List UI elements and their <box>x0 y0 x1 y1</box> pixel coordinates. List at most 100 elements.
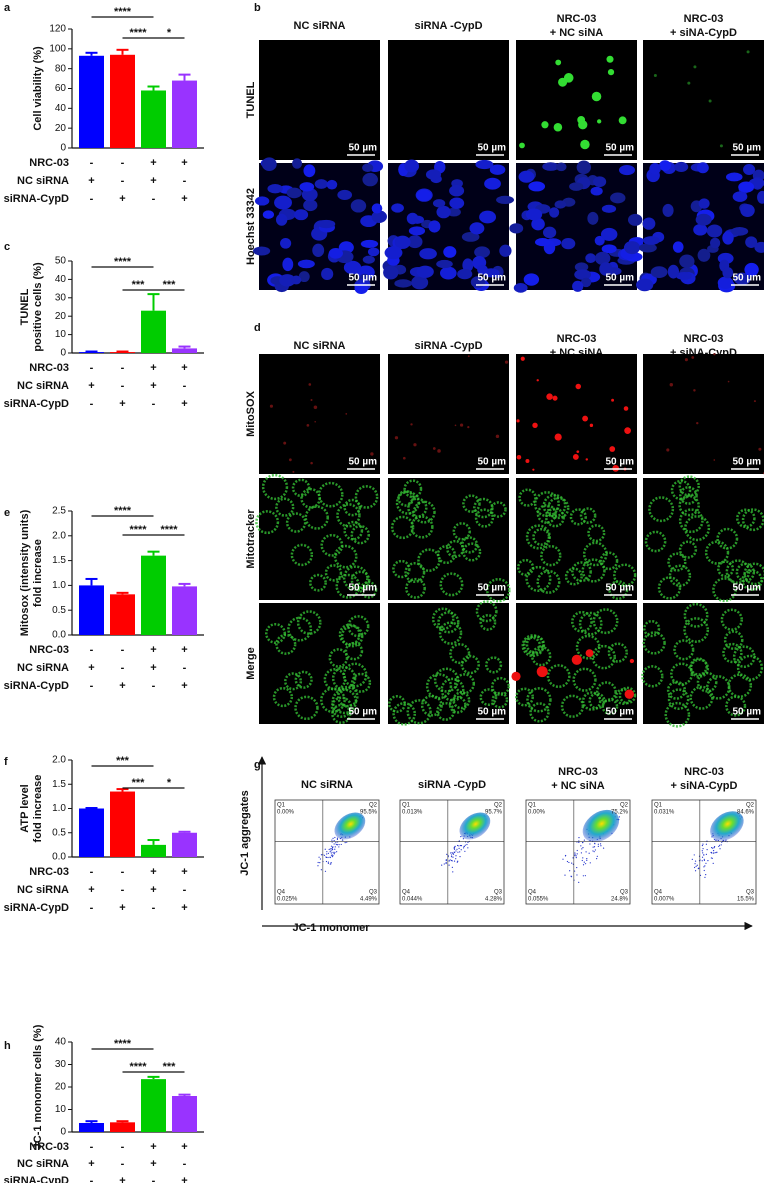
condition-sign: + <box>181 866 187 878</box>
mito-cell <box>667 688 690 711</box>
event-dot <box>334 836 336 839</box>
row-label: Mitotracker <box>245 509 257 569</box>
nucleus <box>303 164 316 178</box>
event-dot <box>594 849 596 851</box>
y-tick-label: 40 <box>55 1037 67 1048</box>
event-dot <box>338 846 340 848</box>
nucleus <box>698 198 710 209</box>
mito-cell <box>475 600 498 623</box>
stain-spot <box>310 461 313 465</box>
event-dot <box>455 858 457 860</box>
event-dot <box>582 857 584 859</box>
nucleus <box>274 195 292 210</box>
condition-sign: + <box>181 398 187 410</box>
stain-spot <box>370 452 374 456</box>
nucleus <box>484 177 501 190</box>
event-dot <box>336 838 339 841</box>
event-dot <box>327 852 329 855</box>
event-dot <box>331 856 333 858</box>
event-dot <box>582 847 584 849</box>
event-dot <box>568 861 570 864</box>
condition-sign: + <box>150 662 156 674</box>
event-dot <box>324 870 327 872</box>
stain-spot <box>727 380 730 383</box>
nucleus <box>572 280 584 292</box>
event-dot <box>445 859 447 861</box>
stain-spot <box>454 424 457 427</box>
condition-sign: + <box>119 398 125 410</box>
micrograph <box>511 603 637 724</box>
condition-sign: + <box>181 902 187 914</box>
event-dot <box>589 843 591 845</box>
mito-cell <box>546 664 571 689</box>
mito-cell <box>526 687 552 713</box>
event-dot <box>332 855 334 857</box>
event-dot <box>335 842 337 844</box>
quadrant-name: Q1 <box>654 803 663 809</box>
column-header: siRNA -CypD <box>418 779 486 791</box>
nucleus <box>419 248 437 260</box>
nucleus <box>732 191 748 202</box>
bar <box>110 352 135 353</box>
event-dot <box>338 844 340 846</box>
mito-cell <box>736 508 756 529</box>
quadrant-value: 15.5% <box>737 897 755 903</box>
significance-label: *** <box>163 1061 177 1073</box>
column-header: NRC-03 <box>558 766 598 778</box>
mito-cell <box>592 608 619 635</box>
condition-sign: - <box>152 1175 156 1183</box>
event-dot <box>706 848 708 851</box>
nucleus <box>610 192 626 204</box>
nucleus <box>649 162 661 175</box>
micrograph <box>255 473 380 600</box>
stain-spot <box>582 415 589 422</box>
mito-cell <box>331 703 352 724</box>
mito-cell <box>336 503 361 528</box>
y-tick-label: 20 <box>55 123 67 134</box>
panel-label: a <box>4 2 11 14</box>
stain-spot <box>532 468 535 471</box>
nucleus <box>280 237 292 249</box>
y-tick-label: 40 <box>55 103 67 114</box>
mito-cell <box>431 607 455 631</box>
mito-cell <box>417 548 441 572</box>
nucleus <box>461 231 480 242</box>
nucleus <box>745 236 758 248</box>
condition-sign: + <box>119 1175 125 1183</box>
mito-cell <box>518 488 537 507</box>
event-dot <box>575 855 577 857</box>
event-dot <box>699 874 702 876</box>
mito-cell <box>452 522 471 541</box>
event-dot <box>703 866 705 868</box>
condition-sign: + <box>150 884 156 896</box>
event-dot <box>460 836 462 838</box>
condition-sign: - <box>121 175 125 187</box>
mito-cell <box>684 515 711 542</box>
scale-label: 50 µm <box>348 583 377 594</box>
stain-spot <box>580 139 590 150</box>
stain-spot <box>666 448 670 452</box>
event-dot <box>697 868 699 870</box>
mito-cell <box>683 602 709 628</box>
nucleus <box>757 190 764 204</box>
mito-cell <box>529 702 550 723</box>
mito-cell <box>438 621 463 645</box>
mito-cell <box>436 701 456 721</box>
condition-sign: - <box>90 1141 94 1153</box>
mito-cell <box>540 544 562 567</box>
column-header: + NC siNA <box>551 780 605 792</box>
event-dot <box>335 843 337 846</box>
stain-spot <box>607 69 615 76</box>
nucleus <box>590 186 603 196</box>
event-dot <box>582 875 584 877</box>
mito-cell <box>741 569 763 592</box>
event-dot <box>319 862 321 864</box>
event-dot <box>584 863 587 865</box>
nucleus <box>509 223 524 234</box>
stain-spot <box>693 389 696 392</box>
event-dot <box>705 843 707 845</box>
condition-sign: - <box>152 193 156 205</box>
nucleus <box>317 219 336 229</box>
event-dot <box>329 848 331 850</box>
nucleus <box>286 187 302 199</box>
